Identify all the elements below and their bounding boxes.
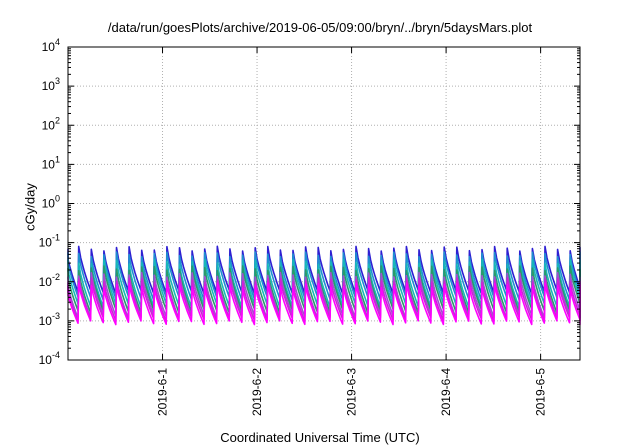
grid-lines — [68, 47, 580, 360]
x-tick-label: 2019-6-1 — [156, 368, 170, 416]
x-tick-label: 2019-6-5 — [534, 368, 548, 416]
y-tick-label: 10-1 — [39, 233, 60, 250]
y-tick-label: 102 — [42, 115, 60, 132]
data-series-group — [67, 245, 581, 326]
x-ticks: 2019-6-1 2019-6-2 2019-6-3 2019-6-4 2019-6-5 — [156, 47, 548, 416]
y-tick-label: 103 — [42, 76, 60, 93]
x-tick-label: 2019-6-2 — [250, 368, 264, 416]
series-line — [67, 282, 581, 326]
y-tick-label: 10-3 — [39, 311, 60, 328]
y-tick-label: 100 — [42, 194, 60, 211]
y-tick-label: 10-2 — [39, 272, 60, 289]
chart-title: /data/run/goesPlots/archive/2019-06-05/0… — [107, 20, 533, 35]
y-tick-label: 101 — [42, 154, 60, 171]
y-tick-label: 104 — [42, 37, 60, 54]
x-tick-label: 2019-6-3 — [345, 368, 359, 416]
y-tick-label: 10-4 — [39, 350, 60, 367]
x-axis-label: Coordinated Universal Time (UTC) — [220, 430, 420, 445]
y-ticks: 104 103 102 101 100 10-1 10-2 10-3 10-4 — [39, 37, 580, 367]
x-tick-label: 2019-6-4 — [439, 368, 453, 416]
